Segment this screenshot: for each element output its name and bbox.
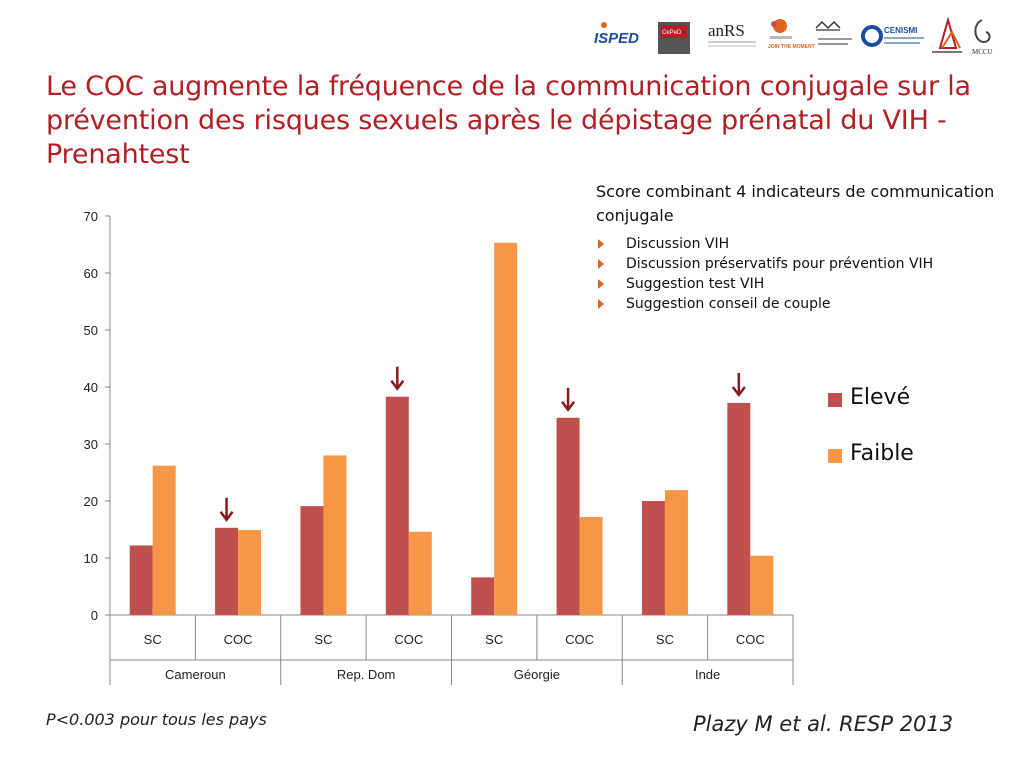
svg-text:CENISMI: CENISMI xyxy=(884,26,917,35)
highlight-arrowhead-icon xyxy=(731,386,746,398)
group-label: Inde xyxy=(695,667,720,682)
bar-faible xyxy=(494,242,518,616)
x-tick-label: COC xyxy=(565,632,594,647)
indicator-label: Suggestion conseil de couple xyxy=(626,296,831,312)
y-tick-label: 0 xyxy=(91,608,98,623)
bar-faible xyxy=(750,555,774,615)
indicator-label: Discussion préservatifs pour prévention … xyxy=(626,256,934,272)
y-tick-label: 10 xyxy=(84,551,98,566)
list-item: Suggestion conseil de couple xyxy=(596,294,1006,314)
indicator-label: Discussion VIH xyxy=(626,236,730,252)
anrs-logo: anRS xyxy=(708,21,756,47)
y-tick-label: 70 xyxy=(84,209,98,224)
highlight-arrowhead-icon xyxy=(561,401,576,412)
highlight-arrowhead-icon xyxy=(390,379,405,391)
x-tick-label: SC xyxy=(656,632,674,647)
bar-eleve xyxy=(727,402,751,615)
legend-swatch-faible xyxy=(828,449,842,463)
group-label: Rep. Dom xyxy=(337,667,396,682)
bullet-arrow-icon xyxy=(598,259,604,269)
list-item: Discussion VIH xyxy=(596,234,1006,254)
legend-swatch-eleve xyxy=(828,393,842,407)
y-tick-label: 50 xyxy=(84,323,98,338)
svg-text:ISPED: ISPED xyxy=(594,30,639,47)
group-label: Cameroun xyxy=(165,667,226,682)
bar-eleve xyxy=(129,545,153,615)
legend-label-faible: Faible xyxy=(850,441,914,466)
info-box: Score combinant 4 indicateurs de communi… xyxy=(596,180,1006,314)
bar-faible xyxy=(323,455,347,615)
bar-faible xyxy=(408,531,432,615)
list-item: Discussion préservatifs pour prévention … xyxy=(596,254,1006,274)
legend-label-eleve: Elevé xyxy=(850,385,911,410)
bar-eleve xyxy=(471,577,495,615)
svg-text:JOIN THE MOMENT: JOIN THE MOMENT xyxy=(768,44,815,50)
bar-eleve xyxy=(300,506,324,615)
x-tick-label: SC xyxy=(314,632,332,647)
bar-eleve xyxy=(556,417,580,615)
bullet-arrow-icon xyxy=(598,239,604,249)
cenismi-logo: CENISMI xyxy=(861,25,924,47)
svg-text:anRS: anRS xyxy=(708,21,745,40)
y-tick-label: 40 xyxy=(84,380,98,395)
citation: Plazy M et al. RESP 2013 xyxy=(693,712,954,736)
slide-title: Le COC augmente la fréquence de la commu… xyxy=(46,71,971,170)
info-heading: Score combinant 4 indicateurs de communi… xyxy=(596,182,995,225)
bar-eleve xyxy=(641,501,665,615)
indian-council-logo xyxy=(815,20,852,45)
x-tick-label: SC xyxy=(144,632,162,647)
bar-faible xyxy=(152,465,176,615)
cepid-logo: CePeD xyxy=(658,22,690,54)
bullet-arrow-icon xyxy=(598,279,604,289)
group-label: Géorgie xyxy=(514,667,560,682)
bar-faible xyxy=(238,530,262,615)
x-tick-label: SC xyxy=(485,632,503,647)
svg-text:MCCU: MCCU xyxy=(972,48,993,56)
isped-logo: ISPED xyxy=(592,22,644,48)
y-tick-label: 60 xyxy=(84,266,98,281)
highlight-arrowhead-icon xyxy=(219,511,234,522)
indicator-list: Discussion VIH Discussion préservatifs p… xyxy=(596,234,1006,314)
bar-eleve xyxy=(385,396,409,615)
svg-text:CePeD: CePeD xyxy=(662,30,682,36)
join-the-moment-logo: JOIN THE MOMENT xyxy=(768,19,815,50)
partner-logos: ISPED CePeD anRS JOIN THE MOMENT CE xyxy=(590,14,1000,60)
bar-eleve xyxy=(215,527,239,615)
y-tick-label: 20 xyxy=(84,494,98,509)
mccu-logo: MCCU xyxy=(972,19,993,56)
p-value-footnote: P<0.003 pour tous les pays xyxy=(46,710,267,729)
x-tick-label: COC xyxy=(224,632,253,647)
bar-faible xyxy=(664,490,688,615)
bullet-arrow-icon xyxy=(598,299,604,309)
y-tick-label: 30 xyxy=(84,437,98,452)
logo-strip: ISPED CePeD anRS JOIN THE MOMENT CE xyxy=(592,16,993,56)
list-item: Suggestion test VIH xyxy=(596,274,1006,294)
x-tick-label: COC xyxy=(394,632,423,647)
bar-faible xyxy=(579,516,603,615)
centre-pasteur-logo xyxy=(932,16,962,53)
indicator-label: Suggestion test VIH xyxy=(626,276,765,292)
x-tick-label: COC xyxy=(736,632,765,647)
